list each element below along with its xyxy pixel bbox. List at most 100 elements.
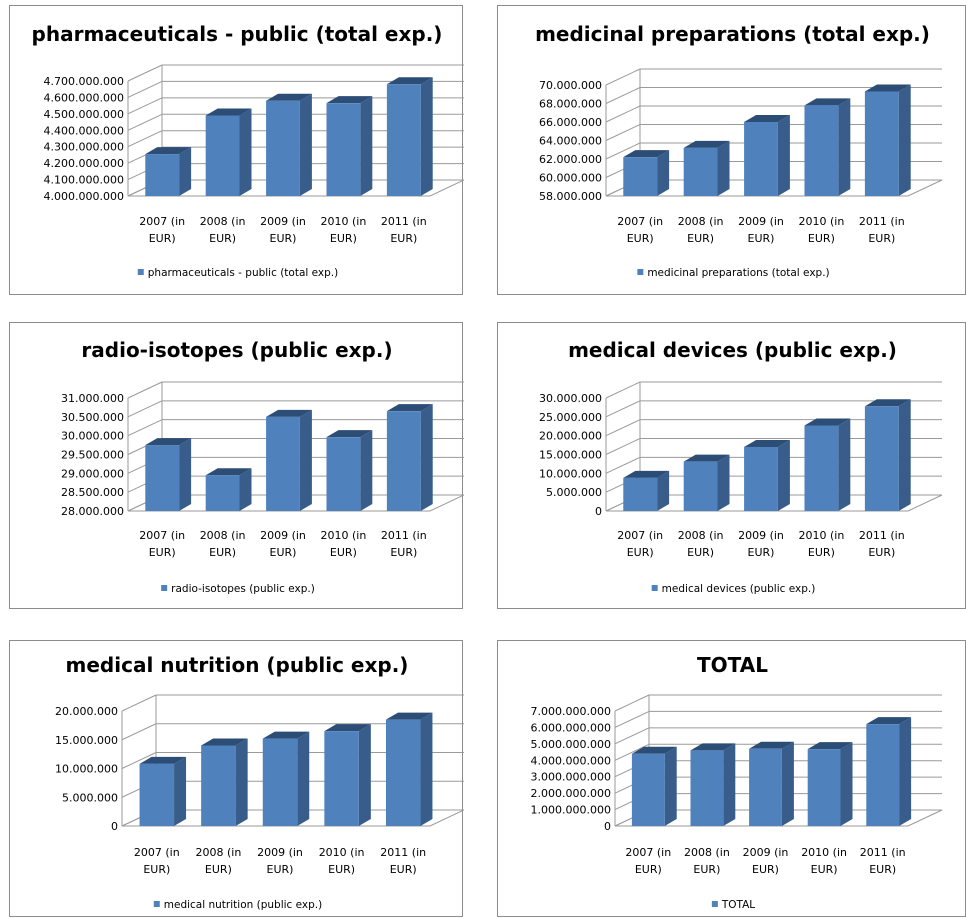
chart-svg: TOTAL 0 1.000.000.000 2.000.000.000 3.000.00… <box>531 653 943 911</box>
y-tick-label: 31.000.000 <box>61 392 124 405</box>
x-category-label: 2009 (in EUR) <box>260 215 306 245</box>
bar <box>690 743 736 826</box>
y-tick-label: 30.000.000 <box>61 430 124 443</box>
y-tick-label: 4.500.000.000 <box>44 108 124 121</box>
y-tick-label: 6.000.000.000 <box>531 721 611 734</box>
bar <box>266 409 312 511</box>
bar <box>623 150 670 196</box>
bar <box>623 470 670 511</box>
legend-label: TOTAL <box>721 899 755 911</box>
bar <box>864 84 911 196</box>
y-tick-label: 28.500.000 <box>61 486 124 499</box>
y-tick-label: 64.000.000 <box>539 135 602 148</box>
chart-panel-medical-nutrition: medical nutrition (public exp.) 0 5.000.00… <box>9 640 464 917</box>
legend: TOTAL <box>711 899 755 911</box>
y-tick-label: 29.500.000 <box>61 449 124 462</box>
x-category-label: 2009 (in EUR) <box>738 215 784 245</box>
x-category-label: 2008 (in EUR) <box>678 529 724 559</box>
y-tick-label: 5.000.000 <box>546 486 602 499</box>
chart-title: medical nutrition (public exp.) <box>66 653 409 677</box>
chart-title: medical devices (public exp.) <box>568 338 897 362</box>
y-tick-label: 68.000.000 <box>539 98 602 111</box>
y-tick-label: 4.200.000.000 <box>44 157 124 170</box>
legend: medical nutrition (public exp.) <box>153 899 322 911</box>
legend-swatch <box>161 585 168 591</box>
bar <box>866 717 912 826</box>
y-tick-label: 3.000.000.000 <box>531 771 611 784</box>
chart-svg: medicinal preparations (total exp.) 58.00… <box>535 22 943 279</box>
chart-title: TOTAL <box>697 653 768 677</box>
y-tick-label: 60.000.000 <box>539 172 602 185</box>
y-tick-label: 15.000.000 <box>55 734 118 747</box>
bar <box>744 439 790 511</box>
y-tick-label: 4.000.000.000 <box>44 190 124 203</box>
bar <box>683 140 730 196</box>
y-tick-label: 4.100.000.000 <box>44 174 124 187</box>
bar <box>385 712 433 826</box>
bar <box>324 724 371 826</box>
y-tick-label: 5.000.000.000 <box>531 738 611 751</box>
x-category-label: 2009 (in EUR) <box>257 846 303 876</box>
x-category-label: 2007 (in EUR) <box>625 846 671 876</box>
y-tick-label: 1.000.000.000 <box>531 804 611 817</box>
legend-swatch <box>637 269 644 275</box>
x-category-label: 2010 (in EUR) <box>320 529 366 559</box>
legend-label: pharmaceuticals - public (total exp.) <box>148 267 339 279</box>
x-category-label: 2007 (in EUR) <box>617 529 663 559</box>
bar <box>683 454 730 511</box>
x-category-label: 2007 (in EUR) <box>139 215 185 245</box>
x-category-label: 2009 (in EUR) <box>260 529 306 559</box>
y-tick-label: 58.000.000 <box>539 190 602 203</box>
y-tick-label: 66.000.000 <box>539 116 602 129</box>
bar <box>807 742 853 826</box>
chart-title: medicinal preparations (total exp.) <box>535 22 930 46</box>
y-tick-label: 25.000.000 <box>539 411 602 424</box>
bar <box>386 77 433 196</box>
x-category-label: 2011 (in EUR) <box>860 846 906 876</box>
bar <box>201 738 248 826</box>
y-tick-label: 28.000.000 <box>61 505 124 518</box>
x-category-label: 2007 (in EUR) <box>139 529 185 559</box>
x-category-label: 2008 (in EUR) <box>195 846 241 876</box>
bar <box>631 746 677 826</box>
legend-label: medicinal preparations (total exp.) <box>647 267 829 279</box>
y-tick-label: 30.500.000 <box>61 411 124 424</box>
bar <box>804 98 851 196</box>
bar <box>145 438 192 511</box>
x-category-label: 2009 (in EUR) <box>743 846 789 876</box>
legend-label: medical nutrition (public exp.) <box>164 899 322 911</box>
bar <box>139 756 187 826</box>
legend: pharmaceuticals - public (total exp.) <box>137 267 339 279</box>
bar <box>386 404 433 511</box>
chart-panel-medical-devices: medical devices (public exp.) 0 5.000.000 1… <box>497 322 966 609</box>
x-category-label: 2008 (in EUR) <box>684 846 730 876</box>
legend-label: radio-isotopes (public exp.) <box>171 583 315 595</box>
y-tick-label: 20.000.000 <box>55 705 118 718</box>
y-tick-label: 0 <box>111 820 118 833</box>
x-category-label: 2011 (in EUR) <box>859 529 905 559</box>
x-category-label: 2011 (in EUR) <box>381 529 427 559</box>
chart-panel-medicinal-preparations: medicinal preparations (total exp.) 58.00… <box>497 5 966 295</box>
bar <box>326 96 373 196</box>
x-category-label: 2007 (in EUR) <box>134 846 180 876</box>
x-category-label: 2007 (in EUR) <box>617 215 663 245</box>
x-category-label: 2010 (in EUR) <box>798 215 844 245</box>
x-category-label: 2008 (in EUR) <box>200 529 246 559</box>
y-tick-label: 30.000.000 <box>539 392 602 405</box>
bar <box>145 147 192 196</box>
chart-title: radio-isotopes (public exp.) <box>81 338 392 362</box>
y-tick-label: 10.000.000 <box>539 467 602 480</box>
x-category-label: 2010 (in EUR) <box>319 846 365 876</box>
y-tick-label: 7.000.000.000 <box>531 705 611 718</box>
legend: radio-isotopes (public exp.) <box>161 583 315 595</box>
x-category-label: 2010 (in EUR) <box>320 215 366 245</box>
bar <box>205 468 252 511</box>
legend-swatch <box>153 901 160 907</box>
bar <box>262 731 310 826</box>
y-tick-label: 70.000.000 <box>539 79 602 92</box>
y-tick-label: 0 <box>595 505 602 518</box>
chart-svg: medical nutrition (public exp.) 0 5.000.00… <box>55 653 464 911</box>
x-category-label: 2008 (in EUR) <box>678 215 724 245</box>
legend-swatch <box>651 585 658 591</box>
bar <box>744 115 790 196</box>
